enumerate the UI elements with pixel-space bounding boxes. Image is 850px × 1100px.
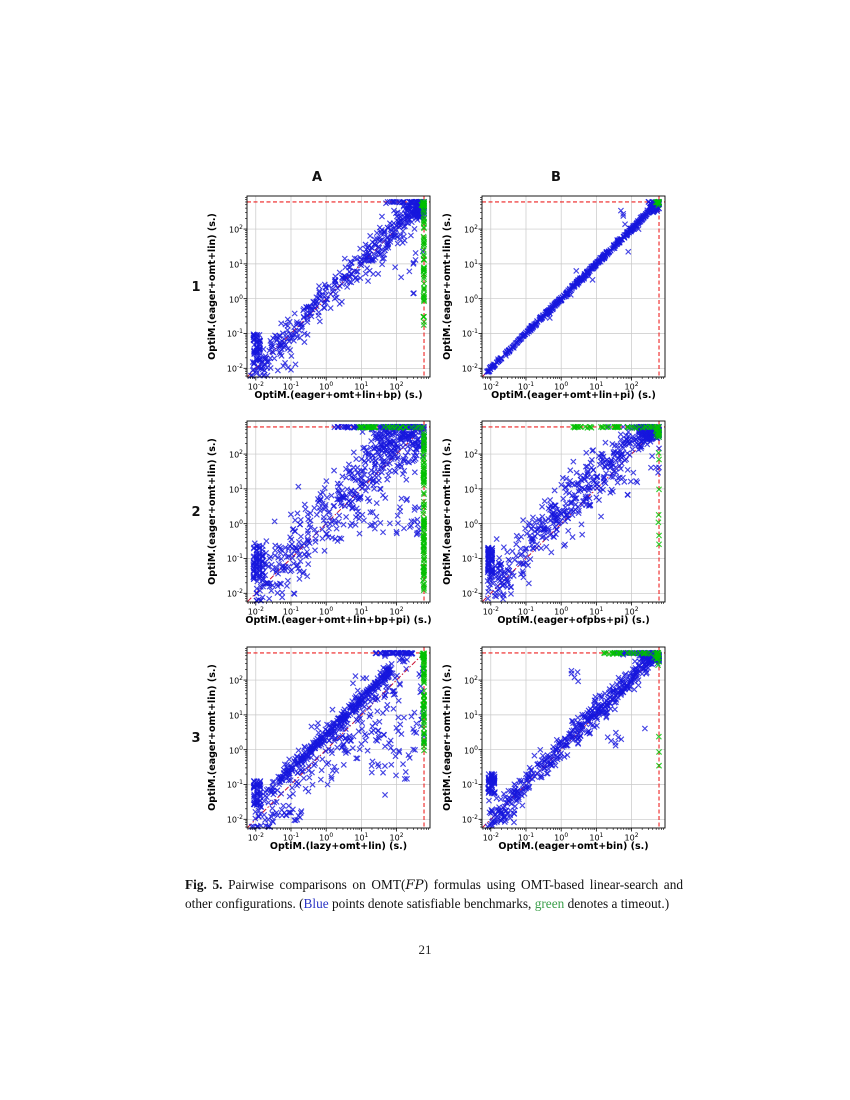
x-tick-label: 100: [319, 606, 334, 617]
y-tick-label: 100: [228, 744, 243, 756]
scatter-plot-3b: OptiM.(eager+omt+lin) (s.) OptiM.(eager+…: [442, 639, 673, 852]
x-tick-label: 102: [624, 832, 639, 843]
x-tick-label: 10-2: [482, 381, 499, 392]
y-tick-label: 101: [463, 258, 478, 270]
y-tick-label: 10-2: [461, 363, 478, 374]
plot-canvas-3a: [239, 639, 438, 836]
x-axis-label: OptiM.(eager+ofpbs+pi) (s.): [497, 615, 650, 626]
scatter-plot-1a: OptiM.(eager+omt+lin) (s.) OptiM.(eager+…: [207, 188, 438, 401]
x-tick-label: 10-2: [247, 832, 264, 843]
x-tick-label: 10-2: [247, 606, 264, 617]
figure-row-header-1: 1: [191, 280, 201, 295]
x-tick-label: 10-1: [517, 606, 535, 617]
plot-canvas-3b: [474, 639, 673, 836]
scatter-plot-3a: OptiM.(eager+omt+lin) (s.) OptiM.(lazy+o…: [207, 639, 438, 852]
x-tick-label: 101: [354, 606, 369, 617]
caption-segment: ) formulas using OMT-based linear-search…: [185, 877, 684, 912]
x-tick-label: 101: [354, 832, 369, 843]
x-tick-label: 100: [554, 832, 569, 843]
y-tick-label: 101: [228, 483, 243, 495]
y-tick-label: 10-2: [226, 588, 243, 599]
figure-row-header-2: 2: [191, 505, 201, 520]
y-tick-label: 101: [463, 483, 478, 495]
x-axis-label: OptiM.(eager+omt+lin+pi) (s.): [491, 390, 656, 401]
x-axis-label: OptiM.(eager+omt+bin) (s.): [498, 841, 649, 852]
y-tick-label: 101: [228, 709, 243, 721]
scatter-plot-2a: OptiM.(eager+omt+lin) (s.) OptiM.(eager+…: [207, 413, 438, 626]
caption-segment: Pairwise comparisons on OMT(: [222, 877, 406, 892]
x-tick-label: 101: [589, 832, 604, 843]
caption-segment: Blue: [303, 896, 329, 912]
caption-segment: green: [534, 896, 565, 912]
y-tick-label: 100: [228, 518, 243, 530]
y-tick-label: 101: [228, 258, 243, 270]
y-tick-label: 102: [463, 224, 478, 235]
figure-column-header-a: A: [311, 170, 323, 185]
x-tick-label: 100: [554, 606, 569, 617]
y-tick-label: 100: [463, 744, 478, 756]
y-tick-label: 10-1: [461, 553, 478, 565]
x-tick-label: 10-1: [517, 832, 535, 843]
plot-canvas-1a: [239, 188, 438, 385]
y-tick-label: 100: [463, 293, 478, 305]
y-tick-label: 10-1: [226, 553, 243, 565]
figure-column-header-b: B: [551, 170, 561, 185]
x-tick-label: 10-1: [282, 381, 300, 392]
x-tick-label: 102: [624, 381, 639, 392]
x-tick-label: 10-1: [282, 606, 300, 617]
x-tick-label: 101: [589, 381, 604, 392]
caption-segment: Fig. 5.: [185, 877, 223, 892]
x-tick-label: 10-1: [282, 832, 300, 843]
x-tick-label: 101: [354, 381, 369, 392]
figure-row-header-3: 3: [191, 731, 201, 746]
caption-segment: denotes a timeout.): [564, 896, 670, 912]
y-tick-label: 10-2: [461, 814, 478, 825]
y-tick-label: 10-1: [226, 328, 243, 340]
y-tick-label: 10-2: [461, 588, 478, 599]
y-tick-label: 102: [228, 224, 243, 235]
x-tick-label: 10-2: [482, 832, 499, 843]
y-tick-label: 102: [463, 449, 478, 460]
x-tick-label: 100: [554, 381, 569, 392]
y-tick-label: 10-1: [461, 328, 478, 340]
figure-caption: Fig. 5. Pairwise comparisons on OMT(FP) …: [185, 876, 683, 913]
y-tick-label: 10-2: [226, 814, 243, 825]
x-tick-label: 101: [589, 606, 604, 617]
y-tick-label: 102: [228, 675, 243, 686]
x-axis-label: OptiM.(eager+omt+lin+bp) (s.): [254, 390, 423, 401]
plot-canvas-2a: [239, 413, 438, 610]
scatter-plot-2b: OptiM.(eager+omt+lin) (s.) OptiM.(eager+…: [442, 413, 673, 626]
x-tick-label: 10-2: [482, 606, 499, 617]
x-tick-label: 102: [389, 381, 404, 392]
x-tick-label: 100: [319, 832, 334, 843]
plot-canvas-1b: [474, 188, 673, 385]
scatter-plot-1b: OptiM.(eager+omt+lin) (s.) OptiM.(eager+…: [442, 188, 673, 401]
x-axis-label: OptiM.(lazy+omt+lin) (s.): [269, 841, 408, 852]
x-tick-label: 100: [319, 381, 334, 392]
x-tick-label: 102: [624, 606, 639, 617]
y-tick-label: 10-2: [226, 363, 243, 374]
x-axis-label: OptiM.(eager+omt+lin+bp+pi) (s.): [245, 615, 432, 626]
y-tick-label: 102: [463, 675, 478, 686]
x-tick-label: 10-1: [517, 381, 535, 392]
y-tick-label: 101: [463, 709, 478, 721]
caption-segment: points denote satisfiable benchmarks,: [328, 896, 535, 912]
x-tick-label: 102: [389, 606, 404, 617]
page-number: 21: [418, 942, 432, 957]
y-tick-label: 10-1: [461, 779, 478, 791]
caption-segment: FP: [405, 878, 424, 893]
x-tick-label: 10-2: [247, 381, 264, 392]
plot-canvas-2b: [474, 413, 673, 610]
y-tick-label: 100: [463, 518, 478, 530]
x-tick-label: 102: [389, 832, 404, 843]
y-tick-label: 10-1: [226, 779, 243, 791]
y-tick-label: 102: [228, 449, 243, 460]
y-tick-label: 100: [228, 293, 243, 305]
